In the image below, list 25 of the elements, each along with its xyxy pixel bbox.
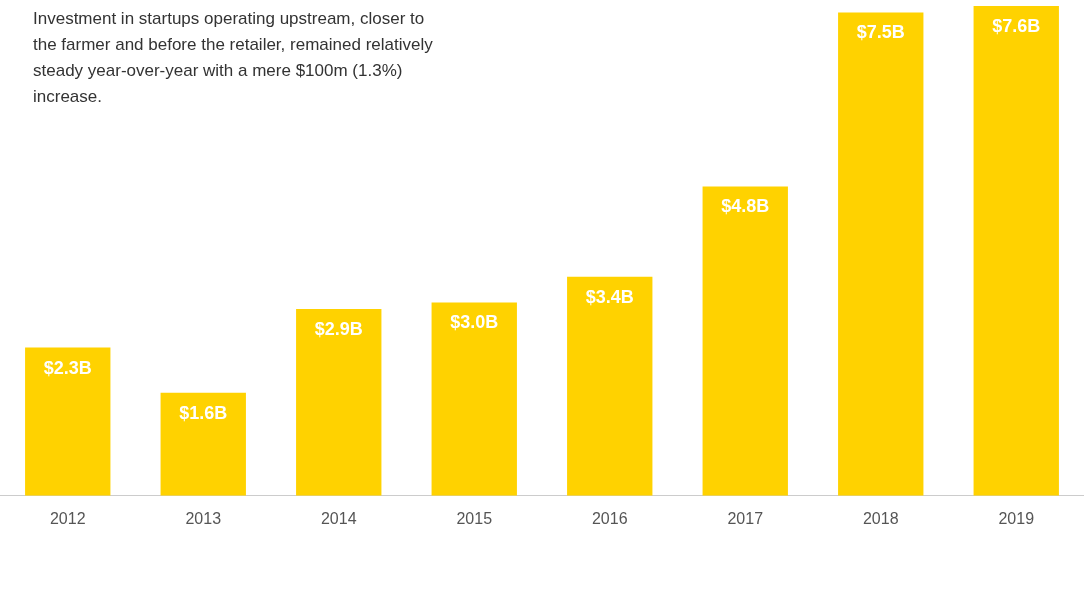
data-label: $2.9B (314, 318, 363, 339)
x-tick-label: 2017 (727, 509, 764, 527)
x-tick-label: 2016 (591, 509, 628, 527)
x-tick-label: 2012 (49, 509, 86, 527)
data-label: $3.0B (450, 312, 499, 333)
data-label: $7.5B (856, 22, 905, 43)
data-label: $7.6B (992, 15, 1041, 36)
bar (567, 276, 653, 496)
x-tick-label: 2015 (456, 509, 493, 527)
bar (702, 186, 788, 496)
bar (296, 308, 382, 496)
data-label: $3.4B (585, 286, 634, 307)
x-tick-label: 2019 (998, 509, 1035, 527)
bar (838, 12, 924, 496)
bar (160, 392, 246, 496)
x-tick-label: 2013 (185, 509, 222, 527)
data-label: $2.3B (43, 357, 92, 378)
x-tick-label: 2018 (862, 509, 899, 527)
data-label: $4.8B (721, 196, 770, 217)
bar (25, 347, 111, 496)
bar (431, 302, 517, 496)
bar (973, 6, 1059, 496)
x-tick-label: 2014 (320, 509, 357, 527)
data-label: $1.6B (179, 402, 228, 423)
annotation: Investment in startups operating upstream, closer to the farmer and before the retailer, remained relatively steady year-over-year with a mere $100m (1.3%) increase. (33, 8, 434, 108)
